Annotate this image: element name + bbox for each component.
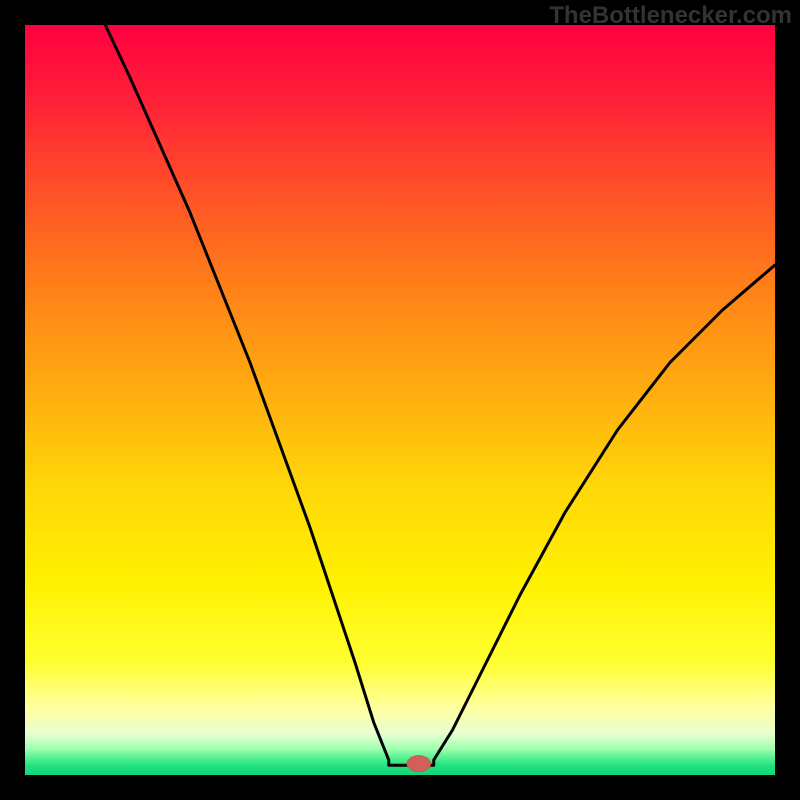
curve-layer xyxy=(0,0,800,800)
bottleneck-curve xyxy=(105,25,775,765)
optimum-marker xyxy=(407,756,431,773)
watermark-text: TheBottlenecker.com xyxy=(549,2,792,30)
chart-container: TheBottlenecker.com xyxy=(0,0,800,800)
